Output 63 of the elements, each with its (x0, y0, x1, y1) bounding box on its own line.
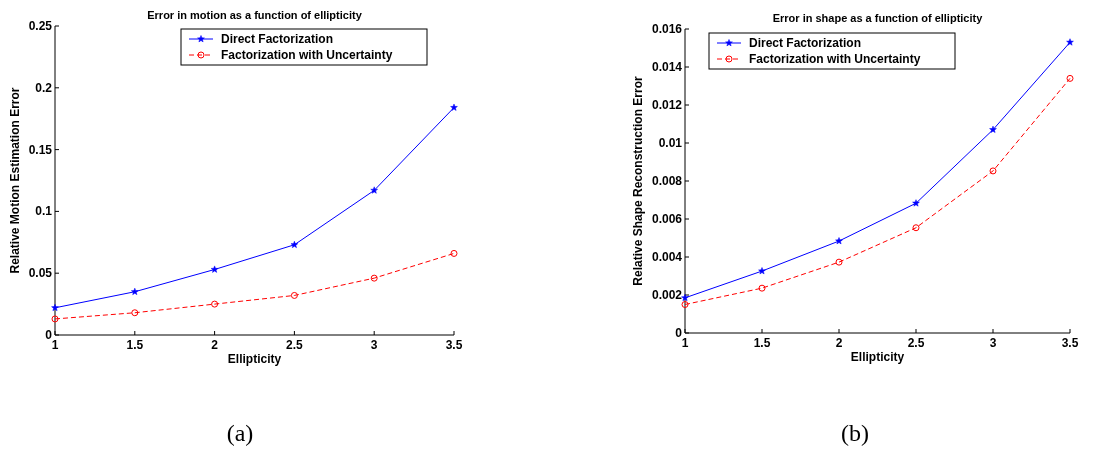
y-tick-label: 0.25 (28, 19, 53, 33)
x-tick-label: 1 (51, 338, 59, 352)
point (758, 284, 766, 292)
text: (b) (841, 420, 869, 446)
legend-label: Direct Factorization (749, 36, 862, 50)
point (290, 240, 299, 248)
y-tick-label: 0.01 (658, 136, 683, 150)
x-tick-label: 1.5 (753, 336, 771, 350)
point (681, 294, 689, 302)
x-tick-label: 3.5 (445, 338, 463, 352)
point (370, 186, 378, 194)
y-tick-label: 0.05 (28, 266, 53, 281)
legend-label: Factorization with Uncertainty (749, 52, 921, 66)
y-tick-label: 0.2 (35, 80, 53, 95)
point (912, 224, 920, 232)
x-axis-title: Ellipticity (227, 352, 282, 366)
y-tick-label: 0.016 (651, 22, 683, 36)
chart-title: Error in shape as a function of ellipticity (772, 12, 984, 24)
point (1066, 74, 1074, 82)
point (370, 274, 378, 282)
point (450, 103, 458, 111)
x-tick-label: 3 (370, 338, 378, 352)
chart-title: Error in motion as a function of ellipticity (147, 9, 363, 21)
point (131, 287, 139, 295)
y-tick-label: 0.004 (651, 250, 683, 264)
y-tick-label: 0.012 (651, 98, 683, 112)
x-tick-label: 1 (681, 336, 689, 350)
point (835, 258, 843, 266)
x-tick-label: 2.5 (286, 338, 304, 352)
x-tick-label: 3 (989, 336, 997, 350)
point (450, 249, 458, 257)
point (51, 303, 59, 311)
y-tick-label: 0.15 (28, 142, 53, 157)
y-tick-label: 0 (675, 326, 683, 340)
x-axis-title: Ellipticity (850, 350, 905, 364)
point (758, 267, 766, 275)
y-tick-label: 0 (45, 328, 53, 342)
y-axis-title: Relative Shape Reconstruction Error (631, 75, 645, 286)
y-tick-label: 0.1 (35, 204, 53, 219)
legend-label: Direct Factorization (221, 32, 334, 46)
y-tick-label: 0.002 (651, 288, 683, 302)
point (989, 125, 997, 133)
text: (a) (226, 420, 254, 446)
point (290, 291, 298, 299)
point (681, 301, 689, 308)
point (131, 309, 139, 317)
y-tick-label: 0.014 (651, 60, 683, 74)
point (912, 199, 920, 207)
x-tick-label: 3.5 (1061, 336, 1079, 350)
point (51, 315, 59, 323)
x-tick-label: 1.5 (126, 338, 144, 352)
point (989, 167, 997, 175)
x-tick-label: 2 (211, 338, 219, 352)
y-tick-label: 0.008 (651, 174, 683, 188)
x-tick-label: 2.5 (907, 336, 925, 350)
point (211, 300, 219, 308)
point (835, 237, 843, 245)
y-tick-label: 0.006 (651, 212, 683, 226)
point (1066, 38, 1074, 46)
legend-label: Factorization with Uncertainty (221, 48, 393, 62)
y-axis-title: Relative Motion Estimation Error (8, 87, 22, 274)
point (210, 265, 219, 273)
x-tick-label: 2 (835, 336, 843, 350)
